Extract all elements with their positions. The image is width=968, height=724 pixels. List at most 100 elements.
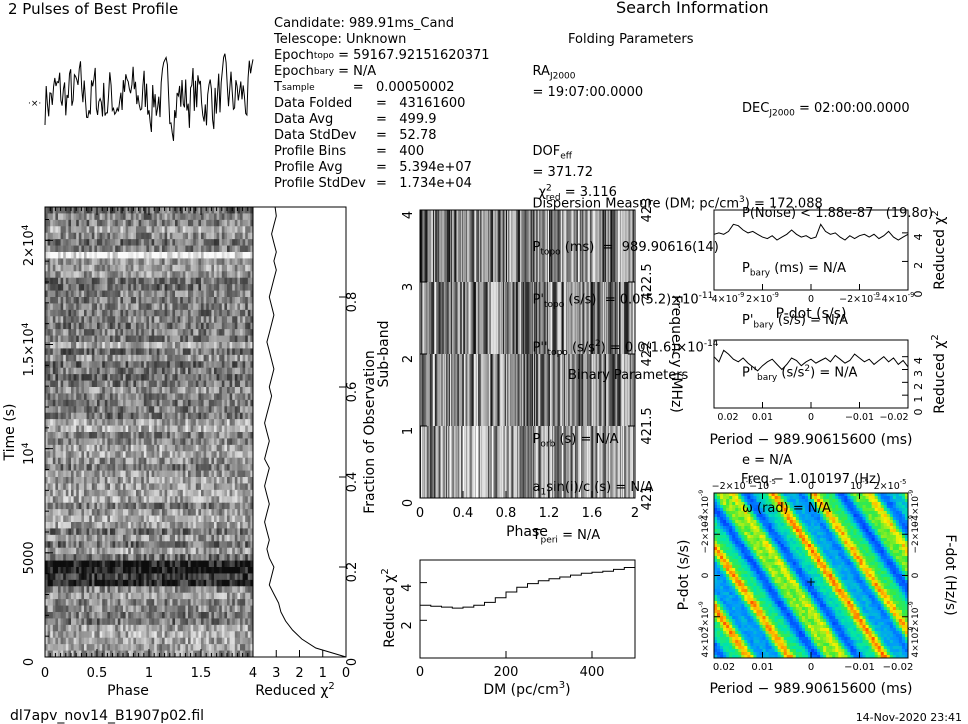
heatmap-cell bbox=[149, 477, 152, 484]
heatmap-cell bbox=[55, 496, 59, 504]
heatmap-cell bbox=[60, 515, 64, 523]
heatmap-cell bbox=[146, 219, 150, 227]
heatmap-cell bbox=[63, 554, 67, 561]
heatmap-cell bbox=[130, 509, 134, 516]
heatmap-cell bbox=[110, 444, 113, 452]
heatmap-cell bbox=[250, 374, 253, 381]
heatmap-cell bbox=[50, 316, 54, 324]
heatmap-cell bbox=[68, 522, 72, 529]
heatmap-cell bbox=[214, 213, 217, 221]
heatmap-cell bbox=[55, 252, 59, 259]
heatmap-cell bbox=[164, 309, 168, 317]
heatmap-cell bbox=[195, 393, 199, 401]
heatmap-cell bbox=[224, 554, 228, 561]
heatmap-cell bbox=[138, 406, 142, 414]
heatmap-cell bbox=[172, 245, 176, 253]
heatmap-cell bbox=[156, 335, 160, 343]
heatmap-cell bbox=[133, 496, 137, 504]
heatmap-cell bbox=[201, 483, 204, 491]
heatmap-cell bbox=[245, 322, 249, 330]
heatmap-cell bbox=[214, 232, 217, 240]
heatmap-cell bbox=[242, 387, 246, 394]
heatmap-cell bbox=[227, 457, 230, 465]
heatmap-cell bbox=[214, 547, 217, 555]
heatmap-cell bbox=[115, 477, 119, 484]
heatmap-cell bbox=[65, 290, 69, 298]
heatmap-cell bbox=[110, 579, 113, 587]
heatmap-cell bbox=[169, 284, 173, 291]
heatmap-cell bbox=[211, 239, 215, 246]
heatmap-cell bbox=[112, 489, 116, 497]
heatmap-cell bbox=[206, 509, 210, 516]
heatmap-cell bbox=[216, 252, 220, 259]
heatmap-cell bbox=[58, 245, 61, 253]
heatmap-cell bbox=[63, 438, 67, 446]
heatmap-cell bbox=[97, 502, 100, 510]
heatmap-cell bbox=[211, 309, 215, 317]
heatmap-cell bbox=[112, 509, 116, 516]
heatmap-cell bbox=[216, 451, 220, 459]
heatmap-cell bbox=[203, 560, 207, 568]
heatmap-cell bbox=[117, 457, 121, 465]
heatmap-cell bbox=[50, 489, 54, 497]
heatmap-cell bbox=[115, 232, 119, 240]
heatmap-cell bbox=[214, 374, 217, 381]
heatmap-cell bbox=[71, 342, 74, 349]
heatmap-cell bbox=[175, 592, 178, 600]
heatmap-cell bbox=[169, 412, 173, 420]
heatmap-cell bbox=[143, 599, 147, 606]
heatmap-cell bbox=[237, 219, 241, 227]
heatmap-cell bbox=[151, 290, 155, 298]
heatmap-cell bbox=[198, 425, 202, 433]
heatmap-cell bbox=[247, 547, 251, 555]
heatmap-cell bbox=[195, 586, 199, 594]
heatmap-cell bbox=[177, 354, 181, 362]
heatmap-cell bbox=[94, 483, 98, 491]
heatmap-cell bbox=[195, 592, 199, 600]
heatmap-cell bbox=[151, 534, 155, 542]
heatmap-cell bbox=[99, 489, 103, 497]
heatmap-cell bbox=[81, 438, 85, 446]
heatmap-cell bbox=[94, 522, 98, 529]
heatmap-cell bbox=[175, 432, 178, 439]
heatmap-cell bbox=[125, 605, 129, 613]
heatmap-cell bbox=[117, 438, 121, 446]
heatmap-cell bbox=[107, 264, 111, 272]
heatmap-cell bbox=[52, 496, 56, 504]
heatmap-cell bbox=[185, 354, 189, 362]
heatmap-cell bbox=[89, 271, 93, 279]
heatmap-cell bbox=[65, 419, 69, 426]
heatmap-cell bbox=[141, 522, 145, 529]
heatmap-cell bbox=[89, 412, 93, 420]
heatmap-cell bbox=[159, 412, 163, 420]
heatmap-cell bbox=[149, 309, 152, 317]
heatmap-cell bbox=[50, 258, 54, 266]
heatmap-cell bbox=[216, 509, 220, 516]
heatmap-cell bbox=[182, 554, 186, 561]
heatmap-cell bbox=[97, 387, 100, 394]
heatmap-cell bbox=[141, 464, 145, 471]
heatmap-cell bbox=[247, 541, 251, 549]
heatmap-cell bbox=[112, 406, 116, 414]
heatmap-cell bbox=[104, 213, 108, 221]
heatmap-cell bbox=[50, 348, 54, 356]
heatmap-cell bbox=[45, 297, 48, 304]
heatmap-cell bbox=[97, 457, 100, 465]
heatmap-cell bbox=[104, 586, 108, 594]
heatmap-cell bbox=[195, 309, 199, 317]
heatmap-cell bbox=[227, 547, 230, 555]
heatmap-cell bbox=[237, 515, 241, 523]
heatmap-cell bbox=[234, 451, 238, 459]
heatmap-cell bbox=[146, 592, 150, 600]
heatmap-cell bbox=[232, 560, 236, 568]
profile-title: 2 Pulses of Best Profile bbox=[8, 0, 178, 18]
heatmap-cell bbox=[149, 354, 152, 362]
heatmap-cell bbox=[162, 438, 165, 446]
heatmap-cell bbox=[177, 534, 181, 542]
heatmap-cell bbox=[240, 419, 243, 426]
heatmap-cell bbox=[198, 252, 202, 259]
heatmap-cell bbox=[214, 451, 217, 459]
heatmap-cell bbox=[216, 444, 220, 452]
heatmap-cell bbox=[214, 322, 217, 330]
heatmap-cell bbox=[99, 451, 103, 459]
